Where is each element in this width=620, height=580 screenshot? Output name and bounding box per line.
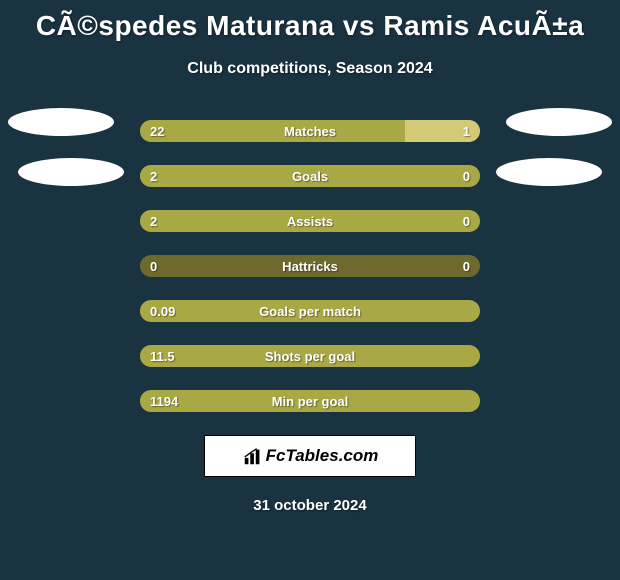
stat-value-right: 0	[463, 259, 470, 274]
stat-label: Min per goal	[272, 394, 349, 409]
stat-label: Matches	[284, 124, 336, 139]
stats-area: 22 Matches 1 2 Goals 0 2 Assists 0 0 Hattricks 0 0.0…	[0, 120, 620, 412]
stat-bar: 0 Hattricks 0	[140, 255, 480, 277]
stat-value-right: 0	[463, 169, 470, 184]
stat-value-left: 0.09	[150, 304, 175, 319]
stat-value-left: 2	[150, 214, 157, 229]
stat-bar: 0.09 Goals per match	[140, 300, 480, 322]
logo-text: FcTables.com	[266, 446, 379, 466]
stat-label: Goals	[292, 169, 328, 184]
stat-value-left: 11.5	[150, 349, 175, 364]
stat-row: 11.5 Shots per goal	[0, 345, 620, 367]
stat-row: 2 Assists 0	[0, 210, 620, 232]
stat-value-left: 1194	[150, 394, 178, 409]
date-text: 31 october 2024	[0, 497, 620, 514]
stat-value-left: 0	[150, 259, 157, 274]
page-title: CÃ©spedes Maturana vs Ramis AcuÃ±a	[0, 10, 620, 42]
stat-value-right: 0	[463, 214, 470, 229]
stat-row: 2 Goals 0	[0, 165, 620, 187]
stat-row: 1194 Min per goal	[0, 390, 620, 412]
stat-row: 0.09 Goals per match	[0, 300, 620, 322]
chart-icon	[242, 445, 264, 467]
logo-box[interactable]: FcTables.com	[204, 435, 416, 477]
stat-row: 0 Hattricks 0	[0, 255, 620, 277]
stat-bar: 22 Matches 1	[140, 120, 480, 142]
stat-bar: 2 Assists 0	[140, 210, 480, 232]
stat-label: Goals per match	[259, 304, 361, 319]
stat-bar: 11.5 Shots per goal	[140, 345, 480, 367]
stat-value-right: 1	[463, 124, 470, 139]
subtitle: Club competitions, Season 2024	[0, 60, 620, 78]
stat-bar: 1194 Min per goal	[140, 390, 480, 412]
stat-value-left: 2	[150, 169, 157, 184]
stat-bar-left	[140, 120, 405, 142]
stat-row: 22 Matches 1	[0, 120, 620, 142]
stat-label: Shots per goal	[265, 349, 355, 364]
stat-bar: 2 Goals 0	[140, 165, 480, 187]
stat-value-left: 22	[150, 124, 164, 139]
stat-label: Hattricks	[282, 259, 338, 274]
stat-label: Assists	[287, 214, 333, 229]
main-container: CÃ©spedes Maturana vs Ramis AcuÃ±a Club …	[0, 0, 620, 514]
